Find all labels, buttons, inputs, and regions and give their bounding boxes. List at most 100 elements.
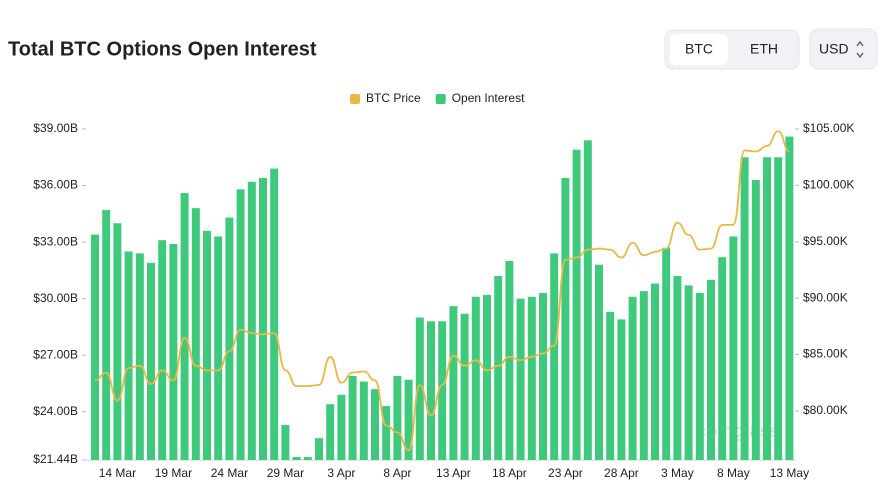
- x-tick-label: 24 Mar: [211, 466, 248, 480]
- bar: [740, 157, 749, 461]
- bar: [158, 240, 167, 460]
- price-line: [94, 130, 790, 452]
- coin-active: [670, 34, 728, 65]
- y2-tick-label: $95.00K: [803, 234, 848, 248]
- legend-swatch: [350, 94, 360, 104]
- bar: [259, 178, 267, 461]
- bar: [427, 321, 435, 460]
- x-tick-label: 18 Apr: [492, 466, 527, 480]
- bar: [718, 257, 727, 460]
- bar: [628, 296, 637, 460]
- bar: [180, 193, 189, 460]
- x-tick-label: 28 Apr: [604, 466, 639, 480]
- bar: [785, 136, 794, 460]
- bar: [236, 189, 245, 460]
- bar: [516, 298, 525, 460]
- y2-tick-label: $90.00K: [803, 290, 848, 304]
- y-tick-label: $24.00B: [33, 404, 78, 418]
- bar: [606, 311, 615, 460]
- bar: [124, 251, 133, 460]
- bar: [539, 292, 547, 460]
- bar: [527, 296, 536, 460]
- bar: [382, 406, 391, 460]
- bar: [707, 279, 715, 460]
- bar: [595, 264, 603, 460]
- y-tick-label: $27.00B: [33, 347, 78, 361]
- bar: [673, 276, 682, 460]
- bar: [438, 321, 447, 460]
- bar: [315, 438, 323, 460]
- y-tick-label: $33.00B: [33, 234, 78, 248]
- bar: [774, 157, 783, 461]
- bar: [102, 210, 111, 460]
- x-tick-label: 3 Apr: [327, 466, 355, 480]
- currency-label: USD: [819, 41, 849, 57]
- bar: [415, 317, 424, 460]
- bar: [326, 404, 335, 460]
- currency-select[interactable]: [809, 28, 878, 70]
- bar: [483, 294, 491, 460]
- bar: [91, 234, 99, 460]
- y-tick-label: $21.44B: [33, 452, 78, 466]
- bar: [639, 291, 648, 460]
- bar: [729, 236, 738, 460]
- bar: [651, 283, 659, 460]
- x-tick-label: 8 Apr: [383, 466, 411, 480]
- bar: [113, 223, 122, 460]
- bar: [751, 179, 760, 460]
- bar: [281, 424, 290, 460]
- y-tick-label: $39.00B: [33, 121, 78, 135]
- bar: [270, 168, 279, 460]
- bar: [247, 181, 256, 460]
- bar: [135, 253, 144, 460]
- select-arrows: [856, 40, 864, 59]
- bar: [572, 149, 581, 460]
- bar: [147, 262, 155, 460]
- x-tick-label: 3 May: [661, 466, 694, 480]
- bar: [505, 260, 514, 460]
- bar: [561, 178, 570, 461]
- bar: [684, 285, 693, 460]
- coin-button[interactable]: BTC: [685, 41, 713, 57]
- bar: [337, 394, 346, 460]
- x-tick-label: 13 Apr: [436, 466, 471, 480]
- x-tick-label: 8 May: [717, 466, 750, 480]
- bar: [169, 243, 178, 460]
- legend-label: BTC Price: [366, 91, 421, 105]
- bar: [359, 381, 368, 460]
- x-tick-label: 23 Apr: [548, 466, 583, 480]
- bar: [303, 456, 312, 460]
- y2-tick-label: $85.00K: [803, 347, 848, 361]
- legend-label: Open Interest: [452, 91, 525, 105]
- bar: [763, 157, 771, 461]
- bar: [191, 208, 200, 460]
- x-tick-label: 14 Mar: [99, 466, 136, 480]
- x-tick-label: 13 May: [770, 466, 809, 480]
- bar: [371, 389, 379, 460]
- bar: [292, 456, 301, 460]
- bar: [203, 230, 211, 460]
- bar: [348, 375, 357, 460]
- bar: [583, 140, 592, 460]
- coin-button[interactable]: ETH: [750, 41, 778, 57]
- bar: [550, 253, 559, 460]
- y2-tick-label: $105.00K: [803, 121, 854, 135]
- legend-swatch: [435, 94, 446, 104]
- y2-tick-label: $80.00K: [803, 403, 848, 417]
- bar: [494, 276, 503, 460]
- bar: [449, 306, 458, 460]
- bar: [695, 292, 704, 460]
- x-tick-label: 29 Mar: [267, 466, 304, 480]
- y2-tick-label: $100.00K: [803, 178, 854, 192]
- bar: [404, 379, 413, 460]
- y-tick-label: $36.00B: [33, 178, 78, 192]
- bar: [225, 217, 234, 460]
- bar: [393, 375, 402, 460]
- x-tick-label: 19 Mar: [155, 466, 192, 480]
- bar: [460, 313, 469, 460]
- bar: [471, 296, 480, 460]
- bar: [662, 247, 671, 460]
- bar: [214, 236, 223, 460]
- bar: [617, 319, 626, 460]
